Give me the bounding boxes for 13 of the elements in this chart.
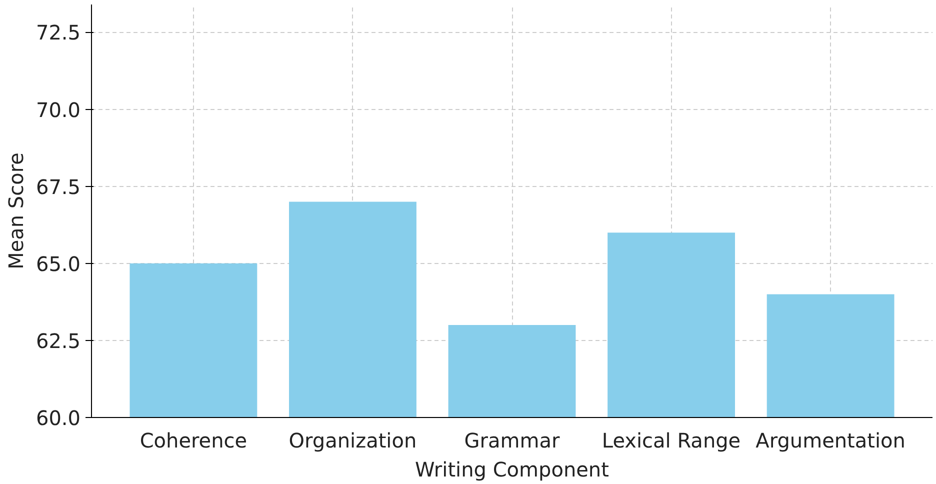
x-tick-label: Coherence xyxy=(140,428,248,452)
y-tick-label: 70.0 xyxy=(36,98,80,122)
x-tick-label: Lexical Range xyxy=(602,428,741,452)
y-tick-label: 65.0 xyxy=(36,252,80,276)
y-tick-label: 67.5 xyxy=(36,174,80,199)
y-tick-label: 60.0 xyxy=(36,406,80,430)
y-axis-title: Mean Score xyxy=(4,152,28,270)
y-tick-label: 62.5 xyxy=(36,328,80,353)
x-tick-label: Grammar xyxy=(464,428,560,452)
x-tick-label: Organization xyxy=(288,428,417,452)
x-axis-title: Writing Component xyxy=(415,458,610,482)
y-tick-label: 72.5 xyxy=(36,20,80,45)
x-tick-label: Argumentation xyxy=(756,428,906,452)
